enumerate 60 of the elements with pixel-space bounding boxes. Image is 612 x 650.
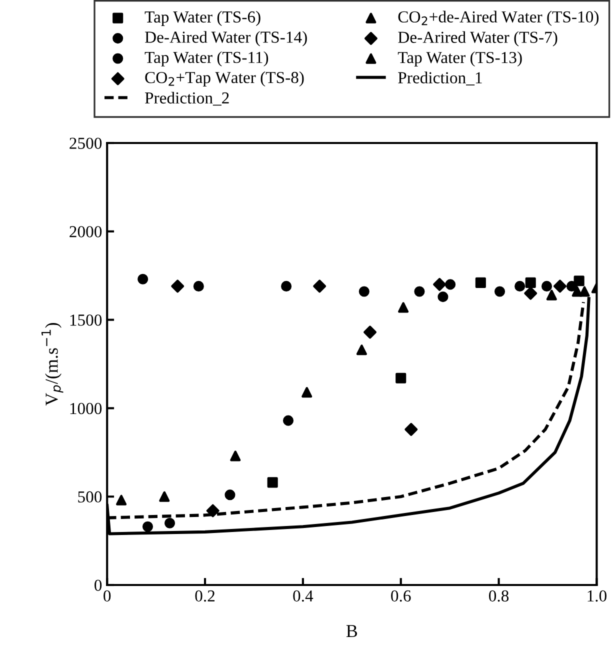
point [404, 422, 418, 436]
y-tick-label: 2500 [70, 138, 102, 149]
point [356, 344, 367, 356]
point [553, 280, 566, 293]
point [267, 477, 278, 488]
point [164, 518, 176, 528]
x-tick-label: 0 [104, 590, 111, 602]
point [514, 280, 526, 292]
x-tick-label: 0.2 [195, 590, 215, 602]
legend-label: Prediction_1 [398, 72, 482, 86]
legend-label: Tap Water (TS-6) [144, 10, 260, 26]
point [138, 274, 148, 284]
point [546, 290, 557, 300]
y-tick-label: 1500 [70, 314, 102, 326]
point [574, 276, 584, 286]
point [438, 292, 448, 302]
point [524, 286, 538, 300]
point [475, 277, 486, 288]
legend-label: De-Arired Water (TS-7) [398, 31, 558, 46]
legend-label: Tap Water (TS-13) [398, 51, 522, 67]
x-axis-title: B [346, 625, 358, 638]
legend-label: Tap Water (TS-11) [144, 51, 268, 66]
point [142, 521, 154, 532]
x-tick-label: 0.8 [489, 590, 509, 602]
point [206, 504, 220, 518]
point [398, 302, 409, 313]
point [281, 280, 292, 292]
point [525, 277, 536, 288]
legend-label: De-Aired Water (TS-14) [144, 31, 307, 46]
y-tick-label: 1000 [70, 402, 102, 414]
point [541, 280, 552, 292]
x-tick-label: 1.0 [588, 590, 606, 602]
y-tick-label: 500 [78, 491, 102, 503]
point [230, 450, 241, 462]
y-tick-label: 0 [94, 580, 102, 591]
legend-label: CO$_{2}$+de-Aired Water (TS-10) [398, 10, 599, 26]
y-tick-label: 2000 [70, 226, 102, 238]
point [159, 491, 170, 502]
point [445, 279, 456, 290]
point [358, 286, 370, 297]
y-axis-title: V$_{p}$/(m.s$^{−1}$) [42, 323, 64, 406]
point [171, 280, 184, 293]
x-tick-label: 0.6 [391, 590, 411, 602]
point [396, 372, 406, 384]
point [116, 494, 127, 506]
point [566, 280, 578, 292]
point [313, 280, 326, 293]
x-tick-label: 0.4 [293, 590, 314, 602]
point [302, 387, 312, 398]
point [572, 286, 582, 297]
point [282, 415, 294, 426]
point [579, 286, 590, 297]
point [494, 286, 506, 297]
point [414, 286, 425, 297]
legend-label: Prediction_2 [144, 92, 229, 106]
point [364, 326, 377, 339]
point [224, 490, 236, 500]
point [193, 280, 204, 292]
point [433, 278, 446, 291]
legend-label: CO$_{2}$+Tap Water (TS-8) [145, 71, 304, 87]
